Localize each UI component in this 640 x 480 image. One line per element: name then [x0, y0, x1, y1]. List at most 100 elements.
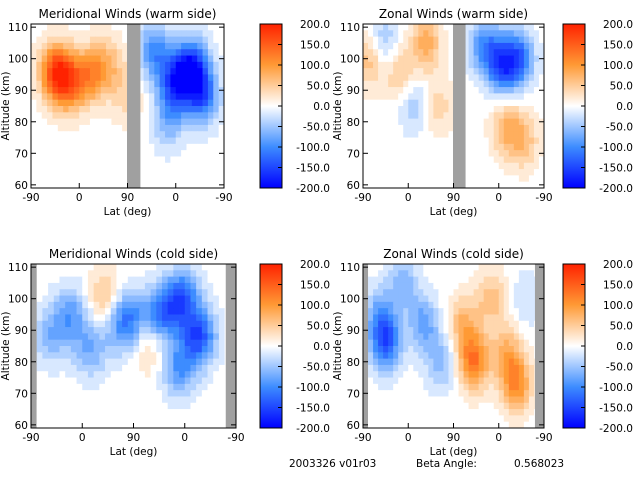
field-cell: [463, 80, 469, 88]
field-cell: [207, 99, 214, 107]
field-cell: [143, 150, 150, 157]
field-cell: [144, 371, 151, 378]
field-cell: [448, 289, 454, 296]
field-cell: [84, 30, 91, 38]
field-cell: [433, 137, 439, 145]
field-cell: [408, 68, 414, 75]
field-cell: [498, 352, 505, 360]
field-cell: [468, 377, 475, 385]
field-cell: [159, 118, 166, 126]
no-data-region: [363, 143, 451, 188]
y-axis-label: Altitude (km): [332, 312, 344, 381]
field-cell: [93, 377, 100, 385]
field-cell: [433, 74, 439, 82]
field-cell: [523, 333, 530, 341]
field-cell: [463, 49, 469, 56]
field-cell: [468, 80, 475, 88]
field-cell: [403, 124, 409, 132]
field-cell: [202, 112, 209, 120]
field-cell: [483, 264, 490, 271]
field-cell: [533, 99, 540, 107]
field-cell: [156, 270, 163, 278]
field-cell: [190, 402, 197, 410]
field-cell: [41, 124, 48, 132]
field-cell: [84, 93, 91, 101]
field-cell: [498, 320, 505, 328]
field-cell: [201, 270, 208, 278]
field-cell: [47, 30, 53, 38]
field-cell: [473, 270, 480, 278]
field-cell: [418, 371, 424, 378]
field-cell: [378, 124, 384, 132]
field-cell: [518, 68, 525, 75]
field-cell: [133, 295, 140, 303]
field-cell: [213, 308, 220, 315]
field-cell: [179, 333, 186, 341]
field-cell: [368, 364, 374, 372]
field-cell: [508, 364, 515, 372]
field-cell: [154, 143, 161, 151]
field-cell: [443, 339, 449, 347]
field-cell: [493, 156, 500, 164]
field-cell: [143, 112, 150, 120]
field-cell: [70, 339, 77, 347]
field-cell: [31, 93, 37, 101]
field-cell: [438, 99, 444, 107]
field-cell: [175, 137, 182, 145]
field-cell: [398, 264, 404, 271]
field-cell: [463, 358, 469, 366]
field-cell: [59, 276, 66, 284]
field-cell: [70, 352, 77, 360]
field-cell: [122, 175, 128, 183]
field-cell: [373, 118, 379, 126]
field-cell: [538, 49, 545, 56]
field-cell: [478, 112, 485, 120]
field-cell: [378, 282, 384, 290]
field-cell: [433, 112, 439, 120]
field-cell: [518, 333, 525, 341]
field-cell: [453, 327, 459, 334]
field-cell: [139, 282, 146, 290]
field-cell: [139, 270, 146, 278]
field-cell: [207, 327, 214, 334]
field-cell: [368, 106, 374, 113]
field-cell: [70, 301, 77, 309]
field-cell: [68, 61, 75, 69]
field-cell: [48, 264, 55, 271]
field-cell: [468, 99, 475, 107]
field-cell: [201, 314, 208, 322]
field-cell: [473, 390, 480, 397]
field-cell: [139, 339, 146, 347]
field-cell: [483, 156, 490, 164]
field-cell: [478, 74, 485, 82]
field-cell: [368, 333, 374, 341]
field-cell: [173, 301, 180, 309]
field-cell: [202, 74, 209, 82]
field-cell: [458, 339, 464, 347]
field-cell: [508, 264, 515, 271]
field-cell: [533, 42, 540, 50]
field-cell: [79, 24, 86, 31]
field-cell: [443, 282, 449, 290]
field-cell: [398, 364, 404, 372]
field-cell: [408, 106, 414, 113]
field-cell: [468, 112, 475, 120]
data-gap-band: [453, 24, 466, 188]
field-cell: [110, 314, 117, 322]
field-cell: [122, 112, 128, 120]
field-cell: [70, 327, 77, 334]
field-cell: [218, 74, 225, 82]
field-cell: [458, 333, 464, 341]
field-cell: [473, 396, 480, 404]
field-cell: [143, 74, 150, 82]
field-cell: [116, 87, 123, 94]
field-cell: [498, 282, 505, 290]
field-cell: [99, 264, 106, 271]
field-cell: [196, 383, 203, 391]
field-cell: [110, 390, 117, 397]
field-cell: [443, 80, 449, 88]
field-cell: [159, 131, 166, 138]
field-cell: [518, 371, 525, 378]
field-cell: [196, 339, 203, 347]
field-cell: [213, 131, 220, 138]
